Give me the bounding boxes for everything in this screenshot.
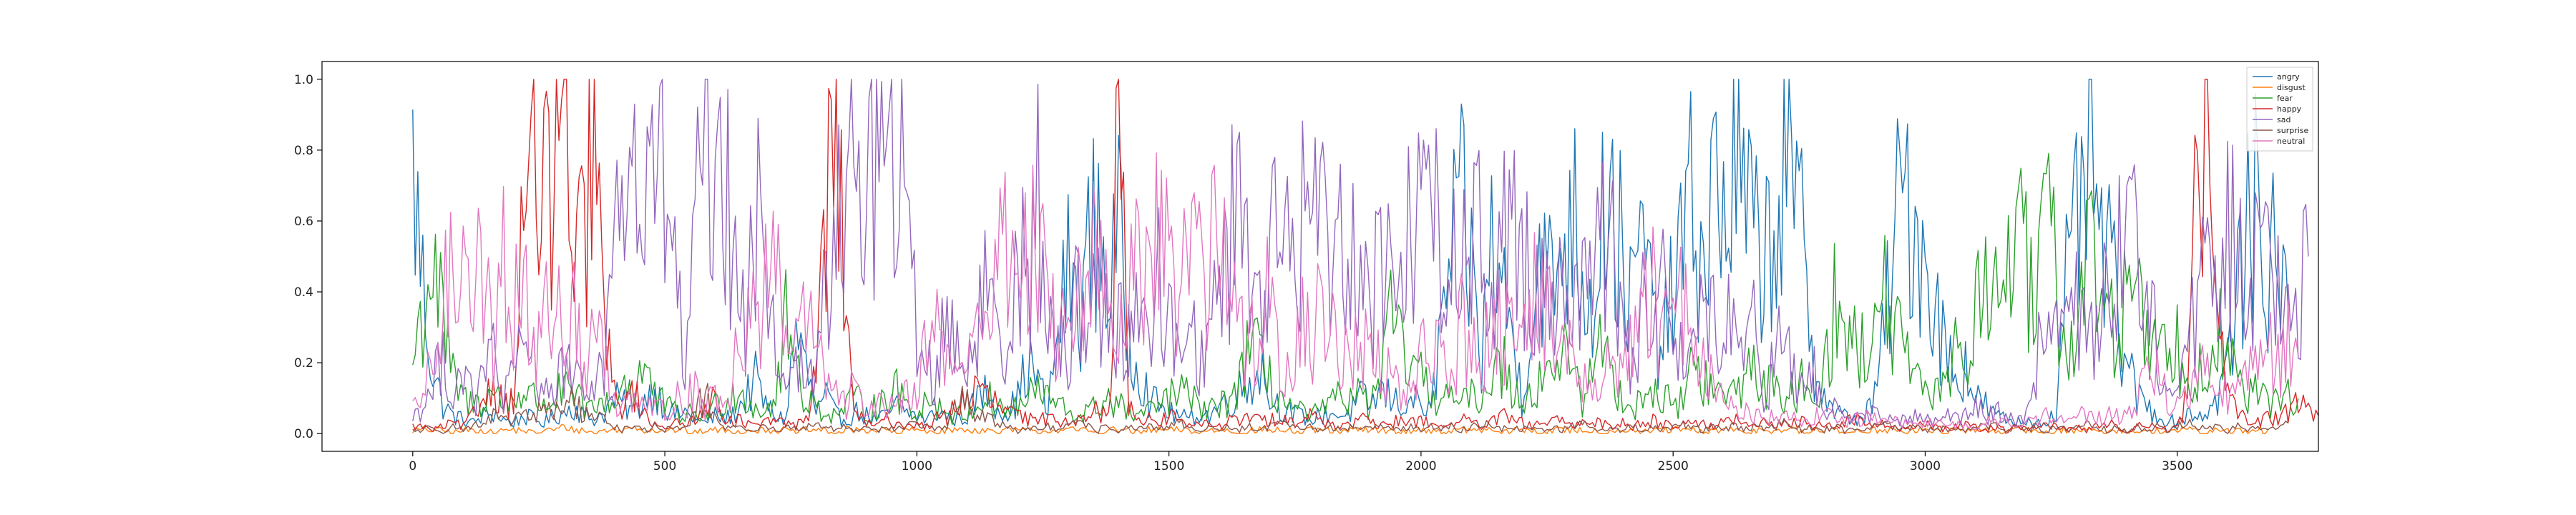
series-line-sad — [412, 79, 2309, 428]
y-tick-label: 0.4 — [294, 285, 313, 300]
y-axis: 0.0 0.2 0.4 0.6 0.8 1.0 — [294, 73, 322, 441]
x-tick-label: 3000 — [1910, 459, 1941, 474]
legend-label-surprise: surprise — [2277, 126, 2309, 135]
legend-label-fear: fear — [2277, 94, 2293, 103]
y-tick-label: 0.2 — [294, 356, 313, 371]
series-line-surprise — [412, 383, 2289, 434]
x-tick-label: 500 — [653, 459, 676, 474]
plot-frame — [321, 61, 2319, 452]
series-line-fear — [412, 152, 2299, 426]
legend-label-neutral: neutral — [2277, 137, 2305, 146]
legend-label-happy: happy — [2277, 104, 2302, 114]
legend-label-sad: sad — [2277, 115, 2290, 124]
y-tick-label: 1.0 — [294, 73, 313, 87]
series-line-happy — [412, 79, 2319, 434]
x-tick-label: 0 — [409, 459, 416, 474]
x-axis: 0 500 1000 1500 2000 2500 3000 3500 — [409, 451, 2192, 474]
y-tick-label: 0.8 — [294, 144, 313, 158]
y-tick-label: 0.6 — [294, 215, 313, 229]
x-tick-label: 3500 — [2162, 459, 2192, 474]
x-tick-label: 2000 — [1405, 459, 1436, 474]
series-layer — [412, 79, 2319, 434]
legend-label-disgust: disgust — [2277, 83, 2306, 92]
x-tick-label: 1500 — [1153, 459, 1184, 474]
x-tick-label: 2500 — [1658, 459, 1689, 474]
y-tick-label: 0.0 — [294, 427, 313, 441]
series-line-neutral — [412, 152, 2299, 431]
legend-label-angry: angry — [2277, 72, 2300, 82]
x-tick-label: 1000 — [902, 459, 932, 474]
